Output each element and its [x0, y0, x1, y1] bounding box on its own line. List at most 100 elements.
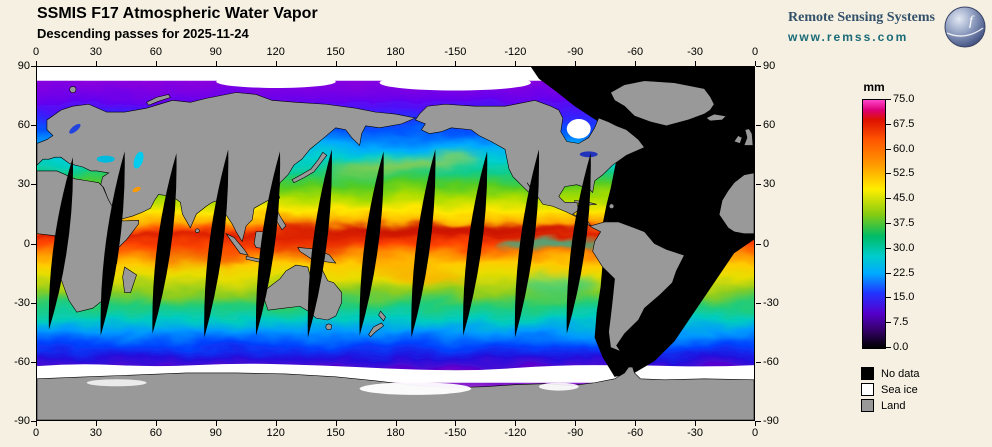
lon-tick-label-top: 60 — [149, 46, 162, 58]
lon-tick-label-top: -60 — [627, 46, 644, 58]
lat-tick-label-right: -30 — [763, 296, 779, 309]
great-lakes — [579, 151, 598, 158]
hudson-bay-ice — [566, 118, 591, 139]
legend-item: Sea ice — [861, 382, 920, 397]
lon-tick-bottom — [36, 421, 37, 426]
colorbar-tick-label: 67.5 — [893, 117, 915, 130]
caspian-sea — [133, 151, 144, 169]
no-data-region-atlantic — [530, 67, 754, 377]
lon-tick-label-bottom: 30 — [89, 427, 103, 439]
page-title: SSMIS F17 Atmospheric Water Vapor — [37, 5, 318, 22]
lon-tick-bottom — [275, 421, 277, 426]
lon-tick-label-bottom: -90 — [567, 427, 584, 439]
colorbar-tick — [886, 123, 891, 125]
antarctic-ice-shelf — [538, 382, 579, 391]
colorbar-unit-label: mm — [863, 80, 885, 94]
legend-swatch — [861, 383, 874, 396]
continent-australia — [261, 264, 343, 321]
colorbar — [862, 99, 886, 349]
lon-tick-bottom — [515, 421, 517, 426]
lon-tick-label-bottom: 0 — [751, 427, 759, 439]
inland-water-layer — [69, 118, 598, 395]
islands-novaya-zemlya — [146, 94, 171, 106]
lon-tick-bottom — [755, 421, 756, 426]
lat-tick-label-left: -60 — [14, 355, 30, 368]
north-pacific-moisture-plume — [330, 154, 481, 176]
map-figure — [36, 66, 755, 421]
lon-tick-label-bottom: -120 — [504, 427, 527, 439]
remss-branding[interactable]: Remote Sensing Systems www.remss.com f — [788, 6, 986, 52]
lon-tick-label-bottom: 0 — [32, 427, 40, 439]
legend-label: Land — [881, 399, 906, 412]
remss-url-link[interactable]: www.remss.com — [788, 30, 909, 44]
legend-swatch — [861, 367, 874, 380]
lon-tick-label-bottom: 120 — [266, 427, 285, 439]
lat-tick-label-left: 90 — [17, 60, 30, 72]
lat-tick-label-right: 90 — [763, 60, 776, 72]
page-subtitle: Descending passes for 2025-11-24 — [37, 26, 249, 41]
persian-gulf — [132, 186, 141, 193]
lat-tick-right — [756, 361, 761, 363]
lat-tick-label-right: -90 — [763, 415, 779, 427]
island-greenland — [610, 80, 715, 127]
lon-tick-label-top: 180 — [386, 46, 405, 58]
colorbar-tick — [886, 223, 891, 224]
lat-tick-right — [756, 302, 761, 304]
island-sri-lanka — [195, 228, 200, 234]
lat-tick-label-right: 30 — [763, 178, 776, 191]
lon-tick-label-bottom: 150 — [326, 427, 345, 439]
lon-tick-bottom — [335, 421, 337, 426]
lon-tick-label-top: 120 — [266, 46, 285, 58]
lon-tick-bottom — [635, 421, 637, 426]
lon-tick-label-bottom: 60 — [149, 427, 162, 439]
lon-tick-label-bottom: 90 — [209, 427, 222, 439]
island-madagascar — [122, 266, 137, 293]
lon-tick-label-top: -90 — [567, 46, 584, 58]
map-legend: No data Sea ice Land — [861, 366, 920, 414]
lon-tick-label-top: -30 — [687, 46, 704, 58]
lat-tick-left — [31, 421, 36, 422]
legend-label: Sea ice — [881, 383, 918, 396]
lat-tick-label-left: 0 — [23, 237, 30, 250]
world-water-vapor-map — [37, 67, 754, 420]
colorbar-tick — [886, 297, 891, 299]
lon-tick-label-top: 150 — [326, 46, 345, 58]
antarctic-ice-fringe — [86, 379, 147, 387]
lon-tick-label-bottom: -30 — [687, 427, 704, 439]
lon-tick-bottom — [395, 421, 397, 426]
island-tasmania — [325, 323, 333, 331]
colorbar-tick-label: 75.0 — [893, 93, 915, 105]
lon-tick-label-top: 30 — [89, 46, 103, 58]
remss-logo-text: Remote Sensing Systems — [788, 10, 935, 25]
lon-tick-label-top: 90 — [209, 46, 222, 58]
lon-tick-bottom — [575, 421, 577, 426]
lon-tick-bottom — [455, 421, 457, 426]
lat-tick-label-left: 30 — [17, 178, 30, 191]
colorbar-tick — [886, 347, 891, 348]
lon-tick-label-top: 0 — [751, 46, 759, 58]
islands-japan — [291, 151, 328, 184]
baltic-sea — [69, 123, 81, 134]
lat-tick-label-right: -60 — [763, 355, 779, 368]
colorbar-tick-label: 15.0 — [893, 291, 915, 304]
colorbar-tick — [886, 322, 891, 324]
lon-tick-bottom — [695, 421, 697, 426]
colorbar-tick-label: 30.0 — [893, 241, 915, 254]
black-sea — [96, 155, 115, 163]
colorbar-tick — [886, 173, 891, 175]
lon-tick-label-bottom: -60 — [627, 427, 644, 439]
lon-tick-label-bottom: -150 — [444, 427, 467, 439]
colorbar-tick-label: 37.5 — [893, 217, 915, 229]
west-pacific-warm-pool — [260, 219, 364, 256]
colorbar-tick — [886, 272, 891, 274]
lon-tick-label-top: 0 — [32, 46, 40, 58]
no-data-swath-layer — [48, 149, 591, 338]
svg-text:f: f — [969, 14, 975, 29]
continent-africa-west — [718, 172, 754, 234]
lat-tick-label-right: 60 — [763, 119, 776, 132]
lat-tick-right — [756, 421, 761, 422]
lat-tick-right — [756, 66, 761, 67]
lon-tick-label-top: -120 — [504, 46, 527, 58]
lat-tick-right — [756, 125, 761, 127]
lat-tick-label-left: -90 — [14, 415, 30, 427]
